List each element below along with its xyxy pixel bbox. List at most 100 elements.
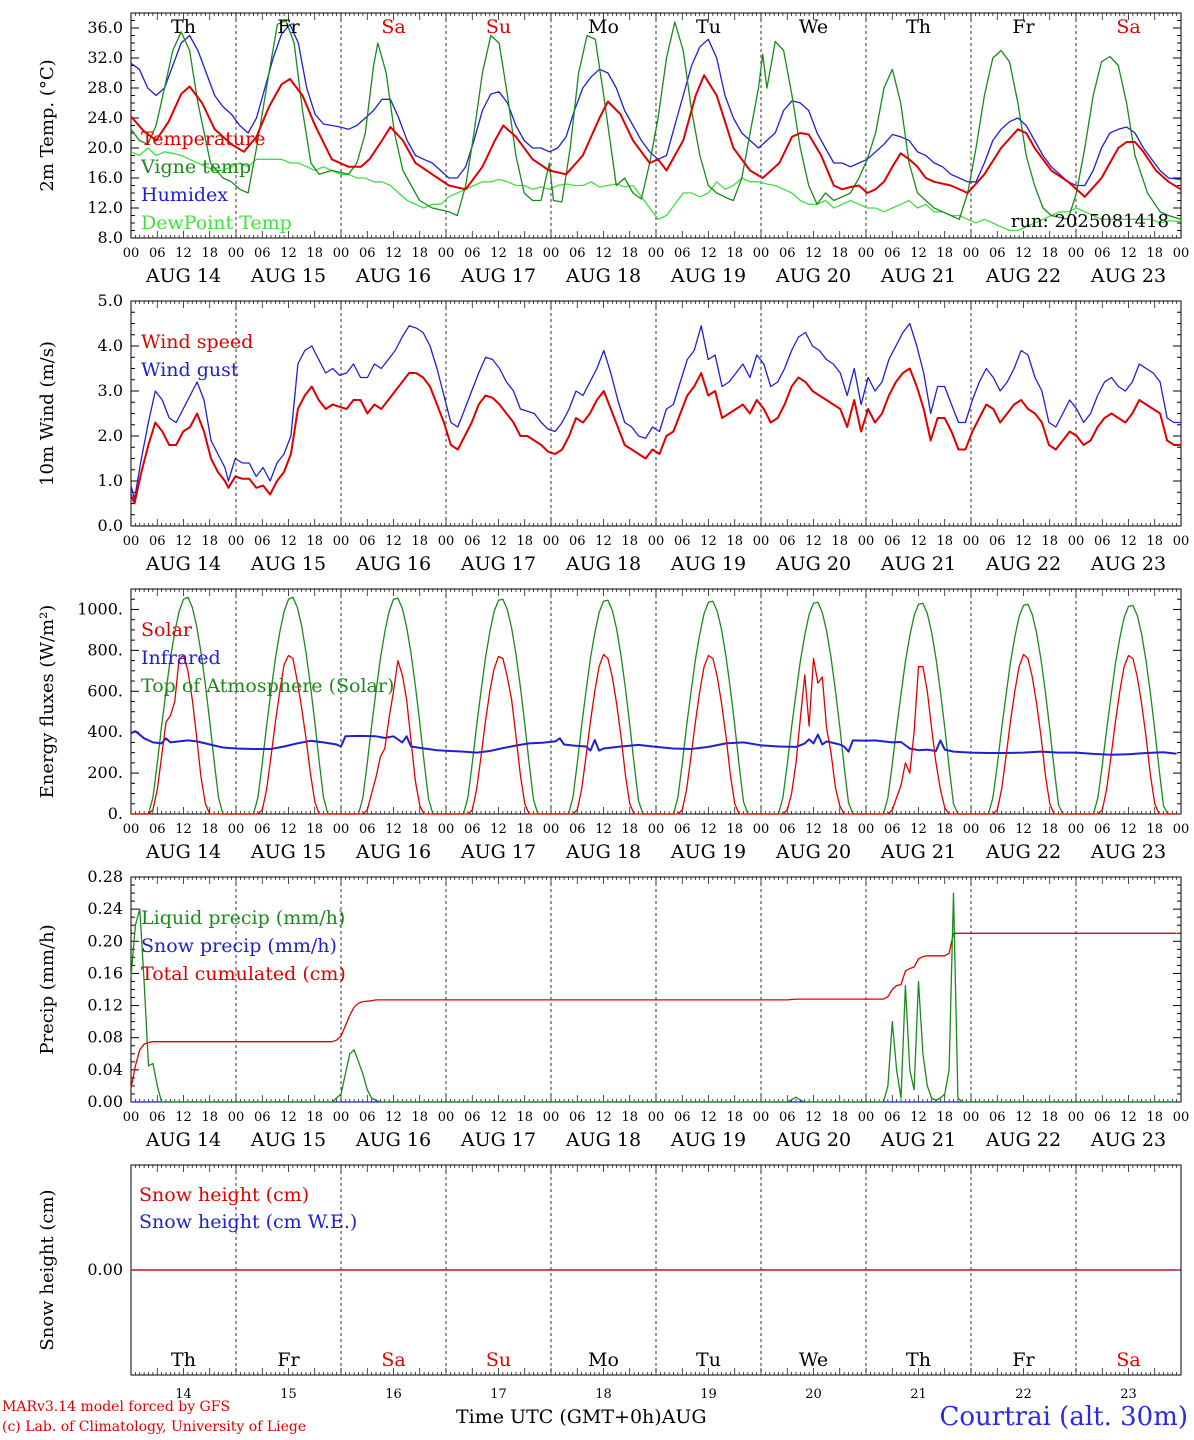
hour-label: 00 (753, 822, 770, 837)
hour-label: 00 (438, 534, 455, 549)
legend-entry: Top of Atmosphere (Solar) (141, 675, 394, 697)
hour-label: 00 (753, 246, 770, 261)
y-tick-label: 5.0 (98, 291, 123, 310)
hour-label: 18 (306, 534, 323, 549)
hour-label: 00 (963, 246, 980, 261)
date-label: AUG 18 (565, 553, 641, 575)
hour-label: 06 (1094, 822, 1111, 837)
hour-label: 12 (700, 246, 717, 261)
hour-label: 00 (963, 1110, 980, 1125)
hour-label: 06 (359, 1110, 376, 1125)
hour-label: 12 (385, 534, 402, 549)
weekday-label-top: Mo (588, 16, 619, 38)
plot-frame (130, 12, 1182, 239)
hour-label: 12 (1120, 246, 1137, 261)
x-axis-title: Time UTC (GMT+0h)AUG (456, 1406, 707, 1428)
legend-entry: DewPoint Temp (141, 212, 292, 234)
hour-label: 06 (989, 534, 1006, 549)
weekday-label-top: Sa (1116, 16, 1140, 38)
series-line-liquid-precip-mm-h- (130, 892, 1177, 1103)
date-label: AUG 15 (250, 1129, 326, 1151)
hour-label: 06 (1094, 1110, 1111, 1125)
hour-label: 00 (858, 534, 875, 549)
y-tick-label: 800. (87, 640, 123, 659)
series-line-humidex (130, 23, 1182, 187)
date-label: AUG 19 (670, 841, 746, 863)
hour-label: 12 (280, 822, 297, 837)
series-line-wind-speed (130, 367, 1181, 505)
run-label: run: 2025081418 (1011, 211, 1169, 232)
hour-label: 12 (910, 1110, 927, 1125)
hour-label: 00 (333, 822, 350, 837)
hour-label: 12 (490, 1110, 507, 1125)
hour-label: 18 (201, 1110, 218, 1125)
y-axis-label: Snow height (cm) (37, 1189, 58, 1350)
hour-label: 00 (333, 1110, 350, 1125)
weekday-label-top: Th (171, 16, 196, 38)
hour-label: 00 (1173, 534, 1190, 549)
weekday-label-bottom: Fr (1012, 1349, 1035, 1371)
hour-label: 00 (858, 1110, 875, 1125)
y-tick-label: 400. (87, 722, 123, 741)
legend-entry: Vigne temp (140, 156, 251, 178)
hour-label: 12 (595, 822, 612, 837)
weekday-label-bottom: Sa (1116, 1349, 1140, 1371)
hour-label: 18 (831, 534, 848, 549)
hour-label: 06 (149, 534, 166, 549)
weekday-label-top: Su (486, 16, 511, 38)
hour-label: 06 (779, 1110, 796, 1125)
hour-label: 12 (910, 534, 927, 549)
hour-label: 12 (175, 1110, 192, 1125)
hour-label: 00 (1173, 822, 1190, 837)
date-label: AUG 20 (775, 841, 851, 863)
date-label: AUG 16 (355, 553, 431, 575)
hour-label: 18 (411, 246, 428, 261)
hour-label: 06 (464, 534, 481, 549)
series-line-total-cumulated-cm- (130, 932, 1177, 1089)
hour-label: 18 (1041, 246, 1058, 261)
hour-label: 00 (1068, 1110, 1085, 1125)
y-axis-label: Precip (mm/h) (37, 924, 58, 1054)
hour-label: 00 (438, 246, 455, 261)
date-label: AUG 22 (985, 841, 1061, 863)
hour-label: 06 (1094, 246, 1111, 261)
hour-label: 06 (989, 246, 1006, 261)
hour-label: 00 (228, 246, 245, 261)
hour-label: 06 (674, 534, 691, 549)
date-label: AUG 17 (460, 1129, 536, 1151)
y-tick-label: 0.00 (87, 1092, 123, 1111)
hour-label: 00 (1173, 246, 1190, 261)
hour-label: 06 (884, 822, 901, 837)
hour-label: 06 (884, 246, 901, 261)
hour-label: 18 (726, 246, 743, 261)
day-number: 22 (1015, 1387, 1032, 1402)
date-label: AUG 18 (565, 841, 641, 863)
hour-label: 06 (779, 246, 796, 261)
y-tick-label: 0.28 (87, 867, 123, 886)
weekday-label-top: We (799, 16, 828, 38)
legend-entry: Total cumulated (cm) (141, 963, 346, 985)
weekday-label-bottom: Mo (588, 1349, 619, 1371)
date-label: AUG 19 (670, 265, 746, 287)
hour-label: 00 (123, 534, 140, 549)
date-label: AUG 18 (565, 265, 641, 287)
series-line-wind-gust (130, 322, 1181, 500)
hour-label: 06 (359, 822, 376, 837)
weekday-label-top: Tu (696, 16, 721, 38)
date-label: AUG 14 (145, 553, 221, 575)
hour-label: 06 (254, 246, 271, 261)
date-label: AUG 17 (460, 841, 536, 863)
weekday-label-bottom: Th (906, 1349, 931, 1371)
hour-label: 18 (1146, 246, 1163, 261)
hour-label: 06 (884, 1110, 901, 1125)
date-label: AUG 16 (355, 841, 431, 863)
date-label: AUG 20 (775, 553, 851, 575)
hour-label: 00 (648, 1110, 665, 1125)
hour-label: 00 (123, 822, 140, 837)
date-label: AUG 19 (670, 1129, 746, 1151)
y-tick-label: 0.0 (98, 516, 123, 535)
hour-label: 18 (1146, 1110, 1163, 1125)
date-label: AUG 22 (985, 553, 1061, 575)
y-tick-label: 12.0 (87, 198, 123, 217)
hour-label: 00 (753, 534, 770, 549)
